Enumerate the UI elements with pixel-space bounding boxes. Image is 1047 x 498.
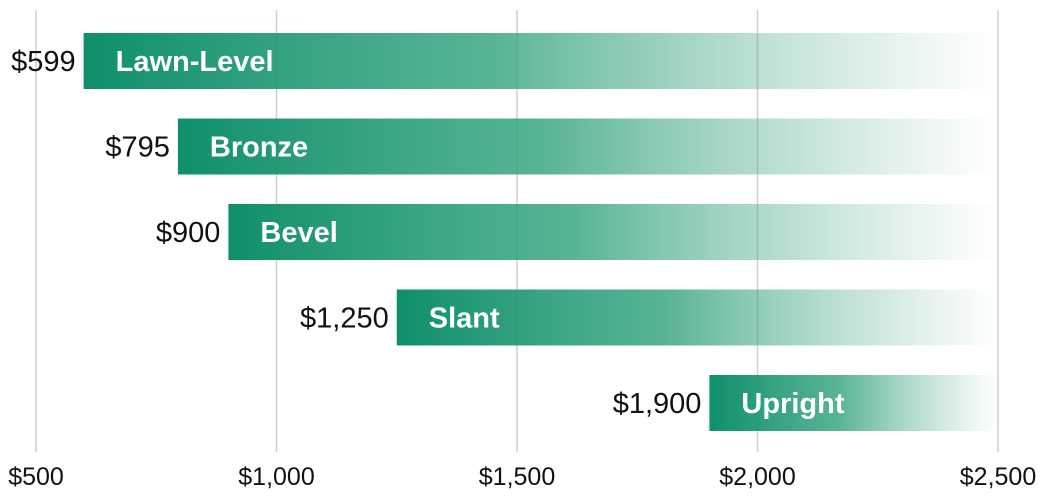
bar-category-label: Bevel xyxy=(260,217,337,249)
x-tick-label: $1,500 xyxy=(479,463,555,491)
x-tick-label: $500 xyxy=(8,463,64,491)
bar-category-label: Upright xyxy=(741,388,844,420)
bar xyxy=(83,33,998,89)
bar-category-label: Bronze xyxy=(210,132,308,164)
x-tick-label: $2,500 xyxy=(960,463,1036,491)
bar-value-label: $900 xyxy=(156,217,221,249)
bars: Lawn-Level $599 Bronze $795 Bevel $900 Slant $1… xyxy=(11,33,998,431)
bar-category-label: Lawn-Level xyxy=(116,46,274,78)
bar xyxy=(228,204,998,260)
bar xyxy=(177,118,998,175)
x-axis: $500 $1,000 $1,500 $2,000 $2,500 xyxy=(8,463,1036,491)
x-tick-label: $2,000 xyxy=(719,463,795,491)
x-tick-label: $1,000 xyxy=(238,463,314,491)
bar-value-label: $1,900 xyxy=(613,388,702,420)
bar-value-label: $599 xyxy=(11,46,76,78)
bar xyxy=(709,375,998,431)
bar xyxy=(396,289,998,346)
bar-value-label: $795 xyxy=(105,132,170,164)
bar-value-label: $1,250 xyxy=(300,303,389,335)
bar-category-label: Slant xyxy=(429,303,500,335)
